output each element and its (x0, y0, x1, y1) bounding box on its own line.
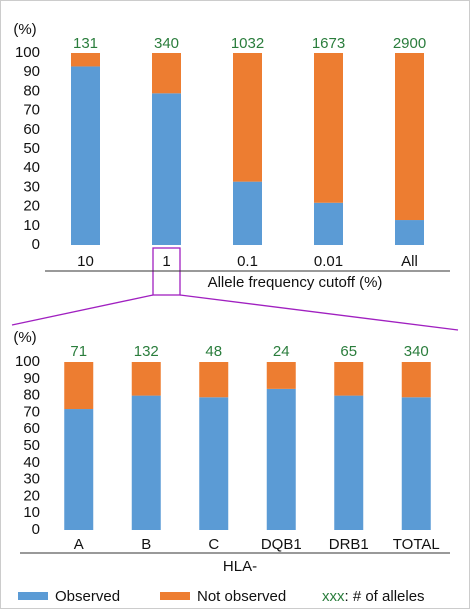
x-tick-label: All (401, 253, 418, 270)
y-tick-label: 60 (23, 121, 40, 138)
x-tick-label: TOTAL (393, 536, 440, 553)
x-tick-label: 10 (77, 253, 94, 270)
y-tick-label: 60 (23, 420, 40, 437)
bar-segment (314, 53, 343, 203)
bar-segment (131, 395, 161, 530)
count-label: 71 (70, 343, 87, 360)
x-tick-label: 0.1 (237, 253, 258, 270)
bar-segment (233, 53, 262, 182)
zoom-line (179, 294, 459, 331)
y-tick-label: 30 (23, 178, 40, 195)
x-tick-label: DQB1 (261, 536, 302, 553)
legend-label: Observed (55, 588, 120, 605)
y-tick-label: 100 (15, 353, 40, 370)
bar-segment (64, 409, 94, 530)
y-tick-label: 50 (23, 437, 40, 454)
count-label: 1032 (231, 35, 264, 52)
bar-segment (395, 53, 424, 221)
count-label: 132 (134, 343, 159, 360)
y-tick-label: 20 (23, 487, 40, 504)
bar-segment (199, 397, 229, 530)
bar-segment (71, 66, 100, 245)
y-tick-label: 40 (23, 159, 40, 176)
count-label: 65 (340, 343, 357, 360)
x-tick-label: 1 (162, 253, 170, 270)
count-label: 2900 (393, 35, 426, 52)
zoom-line (11, 294, 154, 326)
x-axis-label: HLA- (223, 558, 257, 575)
bar-segment (395, 220, 424, 245)
y-tick-label: 50 (23, 140, 40, 157)
x-tick-label: C (208, 536, 219, 553)
y-tick-label: 0 (32, 521, 40, 538)
bar-segment (152, 93, 181, 245)
legend-label: Not observed (197, 588, 286, 605)
y-tick-label: 90 (23, 63, 40, 80)
x-tick-label: A (74, 536, 84, 553)
legend-note: xxx: # of alleles (322, 588, 425, 605)
count-label: 1673 (312, 35, 345, 52)
count-label: 131 (73, 35, 98, 52)
y-tick-label: 100 (15, 44, 40, 61)
y-axis-label: (%) (13, 21, 36, 38)
y-tick-label: 70 (23, 102, 40, 119)
y-tick-label: 0 (32, 236, 40, 253)
legend-note-text: : # of alleles (345, 588, 425, 605)
bar-segment (314, 202, 343, 245)
bar-segment (401, 397, 431, 530)
bar-segment (334, 362, 364, 396)
bar-segment (266, 362, 296, 389)
y-tick-label: 80 (23, 387, 40, 404)
x-axis-label: Allele frequency cutoff (%) (208, 274, 383, 291)
bar-segment (233, 181, 262, 245)
y-tick-label: 40 (23, 454, 40, 471)
y-axis-label: (%) (13, 329, 36, 346)
bar-segment (71, 53, 100, 67)
legend-note-marker: xxx (322, 588, 345, 605)
y-tick-label: 10 (23, 504, 40, 521)
bar-segment (266, 388, 296, 530)
y-tick-label: 70 (23, 403, 40, 420)
count-label: 24 (273, 343, 290, 360)
count-label: 340 (404, 343, 429, 360)
bar-segment (199, 362, 229, 398)
y-tick-label: 30 (23, 471, 40, 488)
bar-segment (401, 362, 431, 398)
count-label: 48 (205, 343, 222, 360)
y-tick-label: 80 (23, 82, 40, 99)
bar-segment (131, 362, 161, 396)
x-tick-label: B (141, 536, 151, 553)
bar-segment (334, 395, 364, 530)
bar-segment (64, 362, 94, 410)
y-tick-label: 90 (23, 370, 40, 387)
x-tick-label: DRB1 (329, 536, 369, 553)
y-tick-label: 20 (23, 198, 40, 215)
count-label: 340 (154, 35, 179, 52)
x-tick-label: 0.01 (314, 253, 343, 270)
y-tick-label: 10 (23, 217, 40, 234)
bar-segment (152, 53, 181, 94)
